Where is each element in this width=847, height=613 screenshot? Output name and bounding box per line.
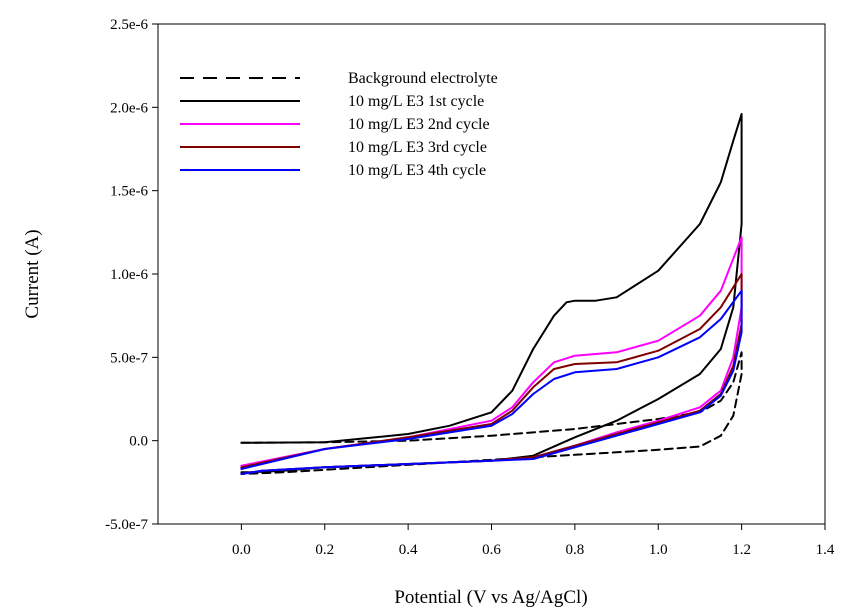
x-tick-label: 0.8 <box>566 542 585 558</box>
x-tick-label: 0.6 <box>482 542 501 558</box>
legend-label: 10 mg/L E3 1st cycle <box>348 93 484 110</box>
y-axis-title: Current (A) <box>22 229 43 318</box>
y-tick-label: 1.0e-6 <box>110 267 148 283</box>
x-tick-label: 0.0 <box>232 542 251 558</box>
legend: Background electrolyte 10 mg/L E3 1st cyc… <box>180 70 498 179</box>
y-tick-label: 2.0e-6 <box>110 100 148 116</box>
series-line-4 <box>240 273 743 475</box>
y-tick-label: -5.0e-7 <box>105 517 148 533</box>
y-tick-label: 2.5e-6 <box>110 17 148 33</box>
y-tick-label: 0.0 <box>129 434 148 450</box>
x-tick-label: 0.4 <box>399 542 418 558</box>
legend-label: Background electrolyte <box>348 70 498 87</box>
legend-label: 10 mg/L E3 3rd cycle <box>348 139 487 156</box>
x-tick-label: 1.2 <box>732 542 751 558</box>
x-tick-label: 1.0 <box>649 542 668 558</box>
series-line-3 <box>240 236 743 475</box>
y-tick-label: 1.5e-6 <box>110 184 148 200</box>
legend-label: 10 mg/L E3 4th cycle <box>348 162 486 179</box>
series-line-1 <box>240 351 743 475</box>
legend-label: 10 mg/L E3 2nd cycle <box>348 116 490 133</box>
y-tick-label: 5.0e-7 <box>110 350 148 366</box>
series-lines <box>240 113 743 475</box>
plot-frame <box>157 23 826 525</box>
x-axis-ticks: 0.0 0.2 0.4 0.6 0.8 1.0 1.2 1.4 <box>232 524 835 558</box>
y-axis-ticks: -5.0e-7 0.0 5.0e-7 1.0e-6 1.5e-6 2.0e-6 2.5e-6 <box>105 17 158 533</box>
series-line-5 <box>240 289 743 475</box>
x-tick-label: 1.4 <box>816 542 835 558</box>
x-tick-label: 0.2 <box>315 542 334 558</box>
x-axis-title: Potential (V vs Ag/AgCl) <box>394 587 587 608</box>
